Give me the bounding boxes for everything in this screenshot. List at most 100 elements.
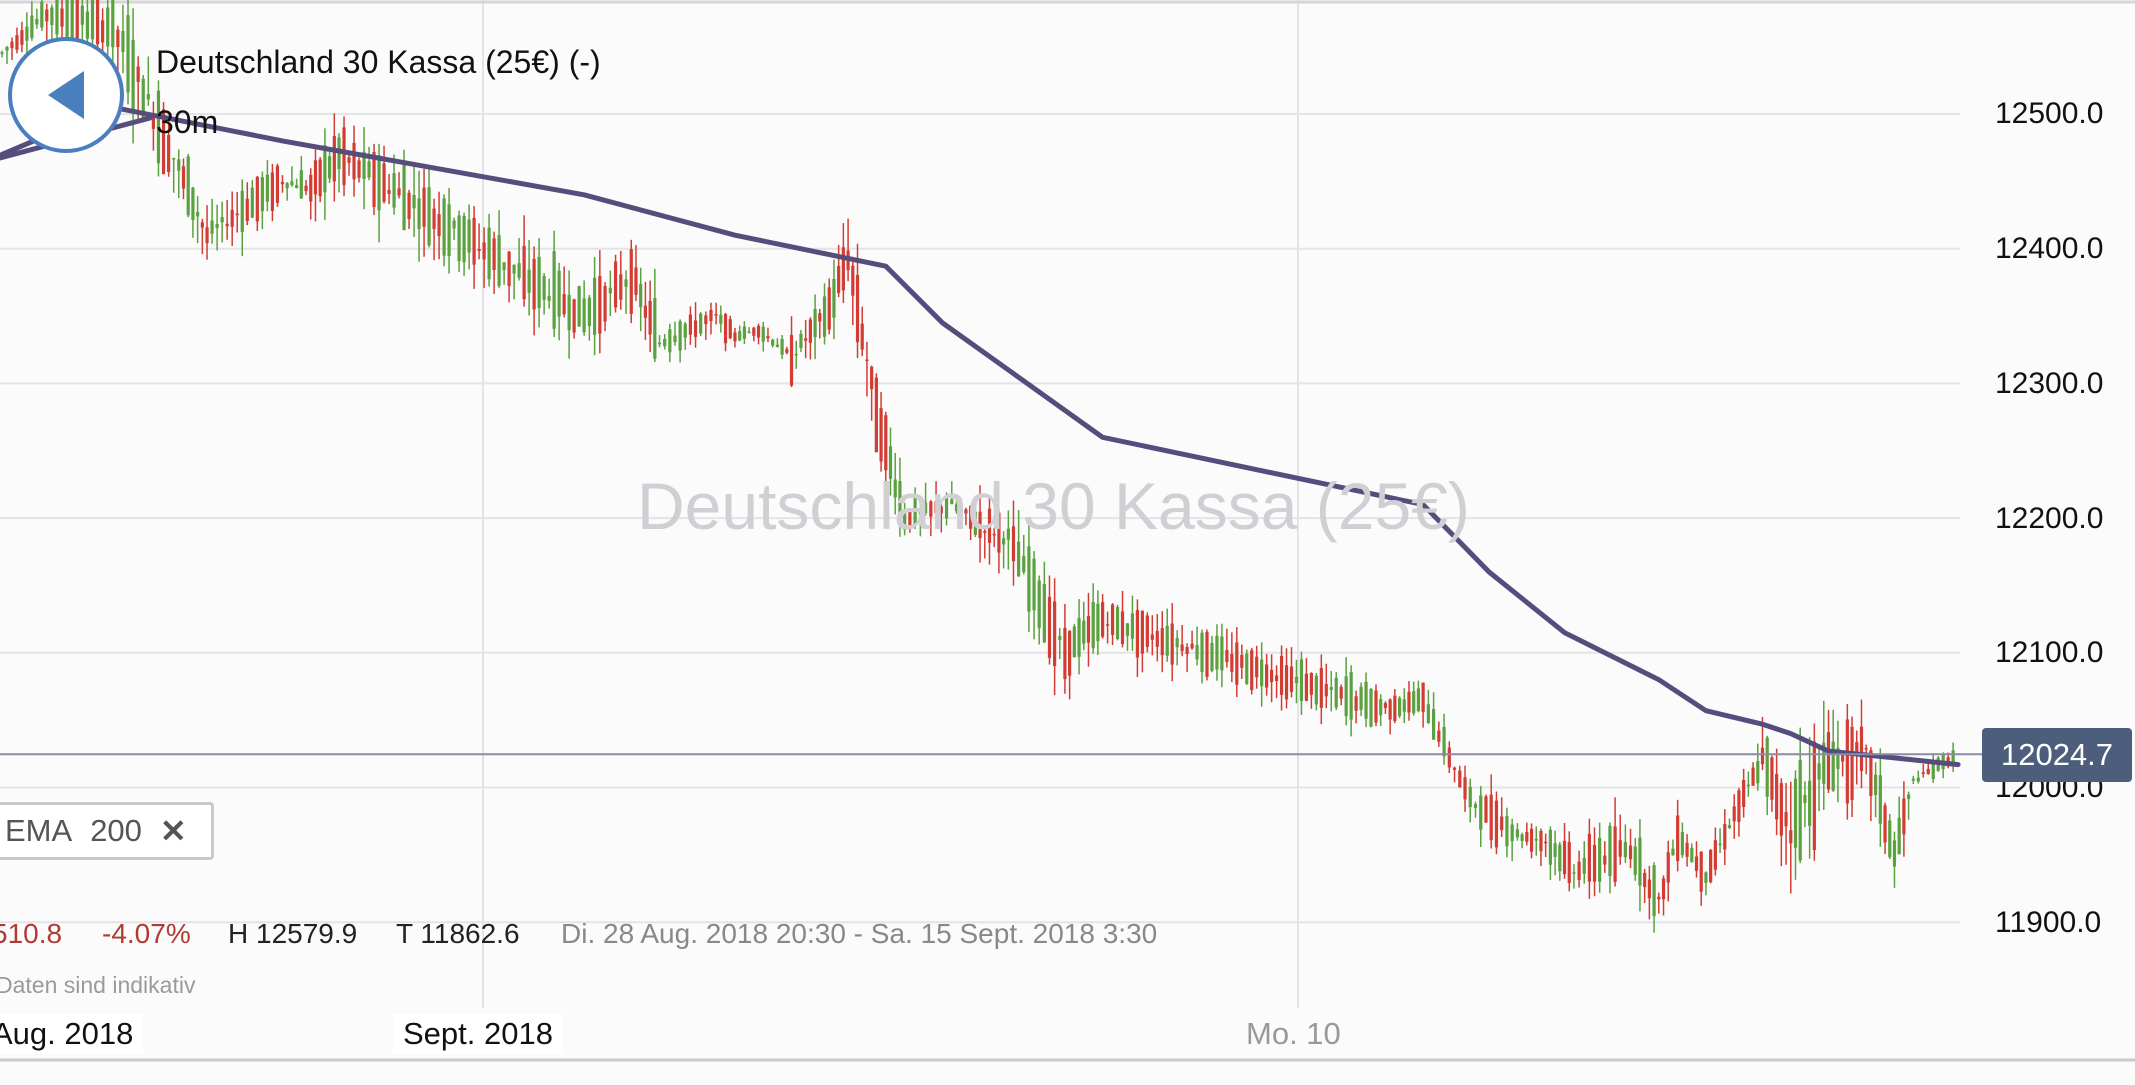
candle-body <box>172 158 176 160</box>
x-tick-label: Mo. 10 <box>1246 1016 1341 1051</box>
candle-body <box>1063 627 1067 680</box>
candle-body <box>1265 664 1269 688</box>
high-value: H 12579.9 <box>228 918 358 949</box>
candle-body <box>841 247 845 291</box>
back-button[interactable] <box>8 37 124 153</box>
candle-body <box>342 127 346 186</box>
candle-body <box>1916 777 1920 782</box>
candle-body <box>613 261 618 308</box>
candle-body <box>372 152 376 208</box>
candle-body <box>1299 659 1304 702</box>
candle-body <box>742 326 746 339</box>
candle-body <box>422 187 426 227</box>
candle-body <box>492 238 496 270</box>
candle-body <box>1534 838 1538 841</box>
candle-body <box>1822 742 1826 785</box>
candle-body <box>1850 726 1854 801</box>
candle-body <box>121 31 125 53</box>
candle-body <box>1017 541 1021 577</box>
candle-body <box>1294 676 1299 684</box>
candle-body <box>950 499 954 505</box>
candle-body <box>304 185 308 192</box>
candle-body <box>1037 580 1041 629</box>
candle-body <box>275 165 280 203</box>
candle-body <box>487 227 491 280</box>
candle-body <box>903 510 907 530</box>
candle-body <box>752 327 756 336</box>
candle-body <box>1160 628 1164 656</box>
candle-body <box>1421 682 1425 713</box>
candle-body <box>1047 596 1052 658</box>
candle-body <box>1888 820 1892 858</box>
candle-body <box>457 215 461 262</box>
candle-body <box>45 9 49 22</box>
candle-body <box>756 325 761 338</box>
candle-body <box>477 249 481 252</box>
candle-body <box>55 0 59 35</box>
candle-body <box>619 274 623 300</box>
candle-body <box>1011 526 1016 562</box>
candle-body <box>362 151 366 179</box>
candle-body <box>1553 843 1557 857</box>
candle-body <box>1926 768 1930 774</box>
candle-body <box>290 181 294 186</box>
candle-body <box>472 217 476 265</box>
candle-body <box>432 208 436 230</box>
candle-body <box>1260 659 1264 687</box>
candle-body <box>146 94 150 100</box>
candle-body <box>761 326 765 342</box>
candle-body <box>668 329 672 353</box>
candle-body <box>1855 742 1859 756</box>
candle-body <box>775 344 779 348</box>
candle-body <box>1751 767 1755 786</box>
chart-grid <box>0 0 2135 1062</box>
candle-body <box>1931 760 1935 780</box>
close-icon[interactable]: ✕ <box>159 813 187 849</box>
candle-body <box>200 222 204 228</box>
candle-body <box>412 194 416 209</box>
candle-body <box>151 114 155 129</box>
candle-body <box>1110 604 1115 635</box>
candle-body <box>280 181 285 185</box>
candle-body <box>1245 653 1249 684</box>
chart-watermark: Deutschland 30 Kassa (25€) <box>637 469 1470 543</box>
candle-body <box>860 323 864 350</box>
interval-label[interactable]: 30m <box>156 104 219 140</box>
candle-body <box>747 331 751 334</box>
candle-body <box>181 166 186 189</box>
candle-body <box>1808 780 1812 826</box>
candle-body <box>220 217 224 223</box>
date-range: Di. 28 Aug. 2018 20:30 - Sa. 15 Sept. 20… <box>561 918 1158 949</box>
candle-body <box>678 321 682 351</box>
candle-body <box>309 174 313 202</box>
candle-body <box>733 332 737 342</box>
candle-body <box>1175 638 1179 648</box>
candle-body <box>785 349 789 353</box>
candle-body <box>1628 845 1633 860</box>
candle-body <box>1520 834 1524 841</box>
candle-body <box>1567 842 1571 884</box>
candle-body <box>427 187 431 246</box>
candle-body <box>1951 750 1955 766</box>
candle-body <box>738 331 742 341</box>
candle-body <box>1770 757 1774 800</box>
candle-body <box>90 0 95 40</box>
candle-body <box>313 160 318 195</box>
candle-body <box>352 142 356 180</box>
candle-body <box>1284 665 1289 700</box>
candle-body <box>1339 686 1343 699</box>
indicator-chip[interactable]: EMA 200 ✕ <box>0 802 214 860</box>
candle-body <box>1230 653 1234 672</box>
candle-body <box>1897 817 1901 855</box>
candle-body <box>235 213 239 216</box>
candle-body <box>557 270 561 317</box>
candle-body <box>1086 616 1091 643</box>
candle-body <box>1911 778 1915 781</box>
candle-body <box>191 187 195 221</box>
candle-body <box>1077 618 1081 657</box>
candle-body <box>1125 623 1130 637</box>
candle-body <box>507 251 511 287</box>
candle-body <box>328 156 332 179</box>
candle-body <box>1447 747 1451 768</box>
